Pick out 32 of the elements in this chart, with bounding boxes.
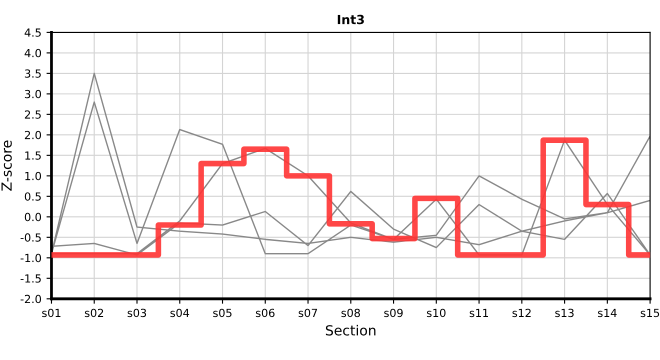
y-tick-label: 3.0 (24, 90, 42, 98)
x-tick-label: s03 (128, 308, 146, 318)
y-tick-label: 1.5 (25, 151, 41, 160)
y-tick-label: -1.0 (20, 254, 42, 262)
y-tick-label: 1.0 (25, 172, 42, 180)
y-tick-label: 4.0 (24, 48, 42, 58)
y-axis-title: Z-score (2, 140, 12, 191)
x-tick-label: s07 (298, 308, 318, 318)
y-tick-label: 2.5 (24, 110, 41, 119)
y-tick-label: 0.5 (24, 192, 41, 201)
x-tick-label: s15 (640, 308, 660, 318)
x-tick-label: s04 (170, 308, 190, 318)
y-tick-label: 4.5 (24, 28, 41, 37)
y-tick-label: -2.0 (20, 294, 42, 304)
y-tick-label: 2.0 (24, 130, 42, 140)
x-tick-label: s13 (555, 308, 574, 318)
x-tick-label: s14 (598, 308, 617, 318)
x-tick-label: s10 (426, 308, 446, 318)
y-tick-label: -1.5 (20, 274, 41, 283)
x-tick-label: s12 (512, 308, 531, 318)
x-tick-label: s08 (341, 308, 360, 318)
x-tick-label: s01 (42, 308, 60, 318)
x-tick-label: s06 (256, 308, 275, 318)
x-tick-label: s02 (84, 308, 104, 318)
x-tick-label: s09 (384, 308, 403, 318)
x-axis-title: Section (326, 324, 376, 336)
x-tick-label: s05 (213, 308, 232, 318)
x-tick-label: s11 (470, 308, 488, 318)
y-tick-label: 0.0 (24, 212, 42, 222)
y-tick-label: 3.5 (24, 69, 41, 78)
chart-title: Int3 (338, 14, 364, 24)
y-tick-label: -0.5 (20, 233, 41, 242)
